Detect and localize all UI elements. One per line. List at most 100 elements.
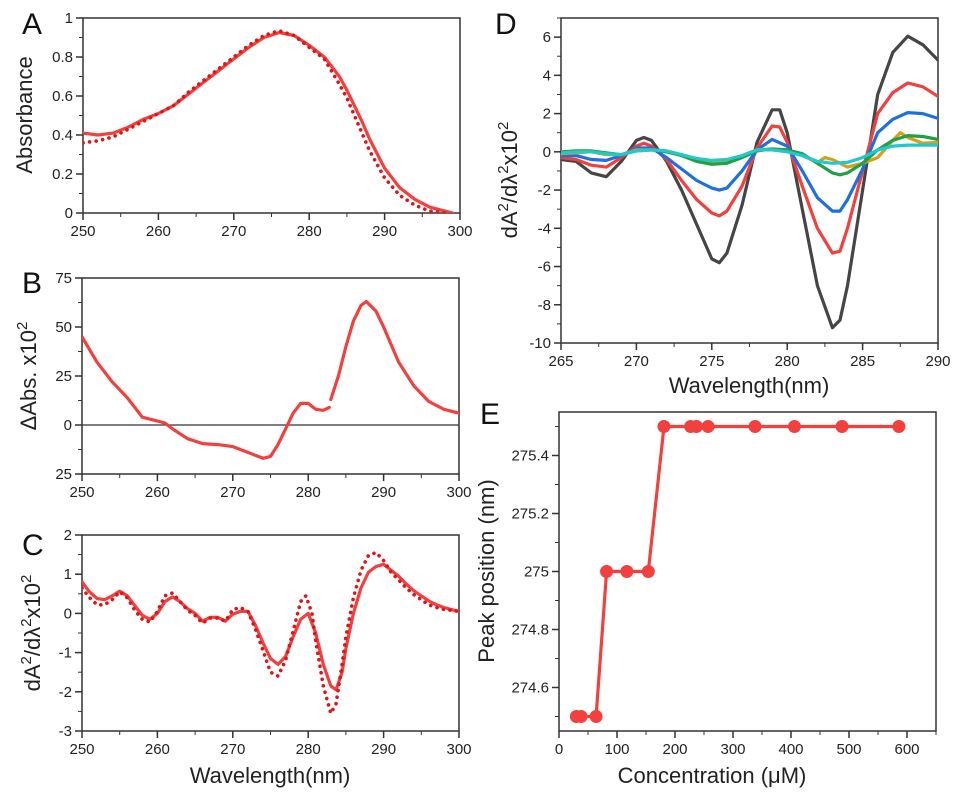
x-tick-label: 300 — [446, 484, 471, 501]
data-point — [787, 420, 801, 433]
x-tick-label: 100 — [604, 741, 629, 758]
x-tick-label: 280 — [296, 484, 321, 501]
x-tick-label: 260 — [145, 484, 170, 501]
x-tick-label: 260 — [146, 223, 171, 240]
x-tick-label: 270 — [220, 484, 245, 501]
series-group — [82, 550, 459, 716]
series-group — [561, 34, 938, 330]
y-axis-title-part: dA — [497, 211, 522, 238]
y-tick-label: 0.6 — [52, 88, 73, 105]
y-tick-label: 25 — [55, 466, 72, 483]
y-tick-label: 1 — [65, 10, 73, 27]
y-axis-title-superscript: 2 — [18, 618, 35, 626]
y-axis-title-part: x10 — [497, 130, 522, 165]
data-point — [600, 565, 614, 578]
y-axis-title-part: x10 — [20, 583, 45, 618]
y-tick-label: -10 — [529, 335, 551, 352]
y-tick-label: 0 — [64, 417, 72, 434]
panel-a: A 250 260 270 280 290 300 0 0.2 0.4 0.6 0.8 1 Absorba… — [12, 8, 473, 240]
panel-d: D 265 270 275 280 285 290 6 4 2 0 -2 -4 -6 -8 -10 Wavele… — [495, 8, 951, 398]
x-tick-label: 280 — [297, 223, 322, 240]
y-axis-title: Absorbance — [12, 56, 37, 173]
y-axis-title-superscript: 2 — [495, 122, 512, 130]
x-tick-label: 260 — [145, 741, 170, 758]
series-group — [82, 299, 459, 460]
y-tick-label: 274.6 — [511, 680, 549, 697]
series-line-2 — [82, 550, 459, 716]
y-tick-label: 0.4 — [52, 127, 73, 144]
series-group — [569, 420, 906, 723]
y-axis-title-part: /dλ — [20, 627, 45, 656]
x-tick-label: 250 — [69, 741, 94, 758]
y-tick-label: 4 — [543, 67, 551, 84]
y-tick-label: 6 — [543, 29, 551, 46]
panel-letter: B — [22, 267, 42, 300]
panel-letter: A — [22, 8, 42, 41]
y-tick-label: -6 — [538, 259, 551, 276]
plot-frame — [81, 534, 460, 732]
y-tick-label: 275 — [524, 564, 549, 581]
x-tick-label: 285 — [850, 353, 875, 370]
panel-c: C 250 260 270 280 290 300 2 1 0 -1 -2 -3 Wavelength(n… — [18, 527, 472, 788]
data-point — [701, 420, 715, 433]
y-tick-label: -3 — [59, 723, 72, 740]
y-tick-label: 0 — [64, 605, 72, 622]
y-tick-label: 274.8 — [511, 622, 549, 639]
x-tick-label: 290 — [372, 223, 397, 240]
x-tick-label: 300 — [447, 223, 472, 240]
series-group — [83, 28, 455, 213]
x-axis-title: Wavelength(nm) — [190, 763, 351, 788]
x-tick-label: 250 — [69, 484, 94, 501]
data-point — [835, 420, 849, 433]
y-tick-label: -8 — [538, 297, 551, 314]
series-line-2 — [561, 81, 938, 255]
y-axis-title: Peak position (nm) — [474, 479, 499, 662]
y-axis-title-part: ΔAbs. x10 — [16, 330, 41, 430]
x-tick-label: 300 — [446, 741, 471, 758]
y-tick-label: -4 — [538, 220, 551, 237]
series-line-6 — [561, 143, 938, 165]
y-tick-label: 0 — [65, 205, 73, 222]
data-point — [620, 565, 634, 578]
y-tick-label: 0.2 — [52, 166, 73, 183]
y-tick-label: -2 — [59, 684, 72, 701]
x-tick-label: 500 — [836, 741, 861, 758]
y-tick-label: 50 — [55, 319, 72, 336]
y-axis-title-superscript: 2 — [14, 322, 31, 330]
x-tick-label: 280 — [296, 741, 321, 758]
series-line-1 — [561, 34, 938, 330]
x-tick-label: 265 — [548, 353, 573, 370]
plot-frame — [82, 17, 461, 214]
x-tick-label: 400 — [778, 741, 803, 758]
data-point — [589, 710, 603, 723]
y-tick-label: 2 — [543, 106, 551, 123]
y-axis-title-superscript: 2 — [18, 575, 35, 583]
y-tick-label: -1 — [59, 645, 72, 662]
series-line-1 — [82, 335, 331, 460]
x-tick-label: 270 — [221, 223, 246, 240]
x-tick-label: 290 — [371, 741, 396, 758]
x-tick-label: 290 — [925, 353, 950, 370]
x-tick-label: 270 — [220, 741, 245, 758]
data-point — [641, 565, 655, 578]
x-tick-label: 600 — [894, 741, 919, 758]
series-line-1 — [82, 562, 459, 692]
panel-letter: E — [480, 398, 500, 431]
y-axis-title: dA2/dλ2x102 — [18, 575, 45, 692]
y-axis-title-part: Peak position (nm) — [474, 479, 499, 662]
y-tick-label: 75 — [55, 270, 72, 287]
x-tick-label: 275 — [699, 353, 724, 370]
x-tick-label: 0 — [555, 741, 563, 758]
y-axis-title: ΔAbs. x102 — [14, 322, 41, 431]
y-axis-title-part: Absorbance — [12, 56, 37, 173]
data-point — [574, 710, 588, 723]
y-axis-title-superscript: 2 — [18, 656, 35, 664]
x-axis-title: Wavelength(nm) — [669, 373, 830, 398]
y-tick-label: 1 — [64, 566, 72, 583]
y-tick-label: 275.4 — [511, 448, 549, 465]
y-tick-label: 25 — [55, 368, 72, 385]
y-axis-title-part: dA — [20, 664, 45, 691]
series-line-2 — [329, 299, 459, 415]
